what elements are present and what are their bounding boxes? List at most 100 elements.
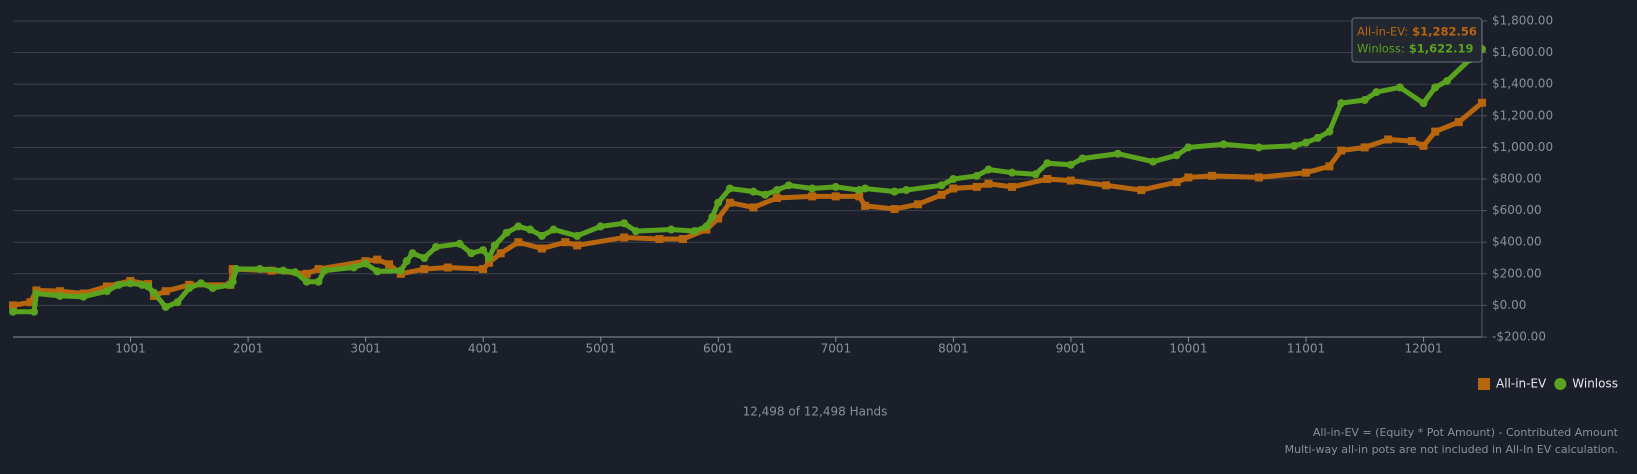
point: [1113, 149, 1122, 158]
point: [1395, 83, 1404, 92]
y-tick-label: $400.00: [1492, 235, 1542, 249]
point: [1360, 96, 1369, 104]
point: [484, 258, 493, 267]
point: [749, 203, 758, 212]
point: [1337, 146, 1346, 155]
y-tick-label: $1,800.00: [1492, 14, 1553, 28]
point: [420, 254, 429, 262]
point: [949, 184, 958, 193]
x-tick-label: 2001: [233, 342, 264, 356]
y-tick-label: $200.00: [1492, 266, 1542, 280]
point: [349, 263, 358, 272]
point: [408, 249, 417, 258]
point: [749, 187, 758, 196]
point: [32, 289, 41, 298]
point: [526, 225, 535, 234]
point: [1254, 173, 1263, 182]
point: [861, 201, 870, 210]
point: [702, 222, 711, 231]
point: [984, 165, 993, 174]
point: [396, 266, 405, 275]
point: [185, 284, 194, 293]
x-tick-label: 7001: [821, 342, 852, 356]
point: [502, 228, 511, 237]
point: [949, 175, 958, 183]
tooltip-value: $1,282.56: [1412, 25, 1477, 39]
point: [537, 244, 546, 253]
x-tick-label: 12001: [1404, 342, 1442, 356]
x-tick-label: 8001: [938, 342, 969, 356]
x-tick-label: 1001: [115, 342, 146, 356]
point: [937, 181, 946, 190]
point: [1184, 143, 1193, 152]
point: [1442, 77, 1451, 86]
y-tick-label: $600.00: [1492, 203, 1542, 217]
point: [1008, 182, 1017, 191]
point: [144, 282, 153, 291]
point: [631, 227, 640, 236]
point: [714, 214, 723, 223]
point: [1478, 98, 1486, 107]
point: [514, 238, 523, 247]
point: [984, 179, 993, 188]
point: [496, 249, 505, 258]
point: [690, 227, 699, 236]
point: [890, 187, 899, 196]
y-tick-label: $800.00: [1492, 172, 1542, 186]
point: [279, 266, 288, 275]
point: [302, 269, 311, 278]
point: [443, 263, 452, 272]
point: [102, 282, 111, 291]
point: [420, 265, 429, 274]
point: [890, 205, 899, 214]
point: [808, 184, 817, 193]
point: [373, 267, 382, 276]
point: [725, 198, 734, 207]
tooltip-box: [1351, 17, 1483, 63]
point: [1137, 186, 1146, 195]
point: [549, 225, 558, 234]
point: [79, 292, 88, 301]
point: [537, 231, 546, 240]
point: [1419, 141, 1428, 150]
point: [361, 259, 370, 268]
x-tick-label: 9001: [1056, 342, 1087, 356]
point: [173, 298, 182, 307]
note: All-in-EV = (Equity * Pot Amount) - Cont…: [1313, 426, 1619, 439]
point: [914, 200, 923, 209]
point: [26, 298, 35, 307]
point: [831, 192, 840, 201]
point: [30, 307, 39, 316]
point: [1008, 168, 1017, 177]
point: [1207, 171, 1216, 180]
point: [1372, 88, 1381, 97]
x-tick-label: 5001: [585, 342, 616, 356]
point: [228, 277, 237, 286]
point: [573, 231, 582, 240]
point: [467, 249, 476, 258]
point: [290, 268, 299, 277]
point: [937, 190, 946, 199]
point: [479, 265, 488, 274]
point: [432, 242, 441, 251]
point: [484, 254, 493, 262]
point: [1066, 160, 1075, 169]
point: [573, 241, 582, 250]
y-tick-label: $1,400.00: [1492, 77, 1553, 91]
point: [667, 225, 676, 234]
point: [1384, 135, 1393, 144]
point: [314, 277, 323, 286]
y-tick-label: $0.00: [1492, 298, 1526, 312]
point: [126, 279, 135, 288]
x-tick-label: 3001: [350, 342, 381, 356]
point: [620, 219, 629, 228]
point: [490, 241, 499, 250]
point: [455, 239, 464, 248]
point: [255, 265, 264, 274]
point: [314, 265, 323, 274]
point: [1043, 175, 1052, 183]
point: [1219, 140, 1228, 149]
point: [55, 291, 64, 300]
point: [1043, 159, 1052, 168]
